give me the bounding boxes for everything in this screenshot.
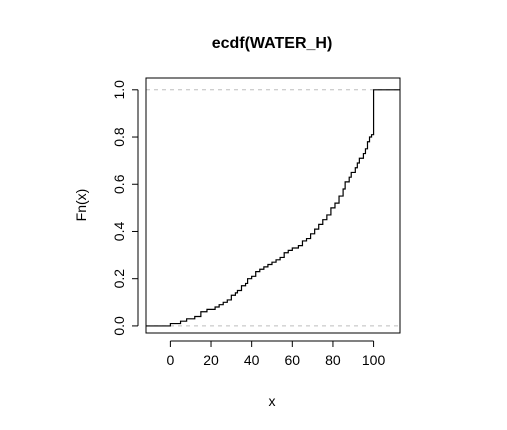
y-tick-label: 0.6 xyxy=(111,174,127,194)
y-tick-label: 0.0 xyxy=(111,316,127,336)
x-tick-label: 0 xyxy=(166,352,174,368)
y-tick-label: 0.4 xyxy=(111,222,127,242)
y-tick-label: 0.2 xyxy=(111,269,127,289)
y-tick-label: 0.8 xyxy=(111,127,127,147)
x-tick-label: 60 xyxy=(285,352,301,368)
chart-title: ecdf(WATER_H) xyxy=(212,35,333,52)
y-axis-label: Fn(x) xyxy=(73,189,89,222)
y-tick-label: 1.0 xyxy=(111,80,127,100)
x-tick-label: 80 xyxy=(325,352,341,368)
x-tick-label: 100 xyxy=(362,352,386,368)
x-axis-label: x xyxy=(269,393,276,409)
plot-area: 0 20 40 60 80 100 0.0 0.2 0.4 0.6 0.8 1.0 xyxy=(111,77,401,368)
x-tick-label: 40 xyxy=(244,352,260,368)
x-tick-label: 20 xyxy=(203,352,219,368)
plot-frame xyxy=(145,77,401,334)
ecdf-step-line xyxy=(146,89,400,327)
